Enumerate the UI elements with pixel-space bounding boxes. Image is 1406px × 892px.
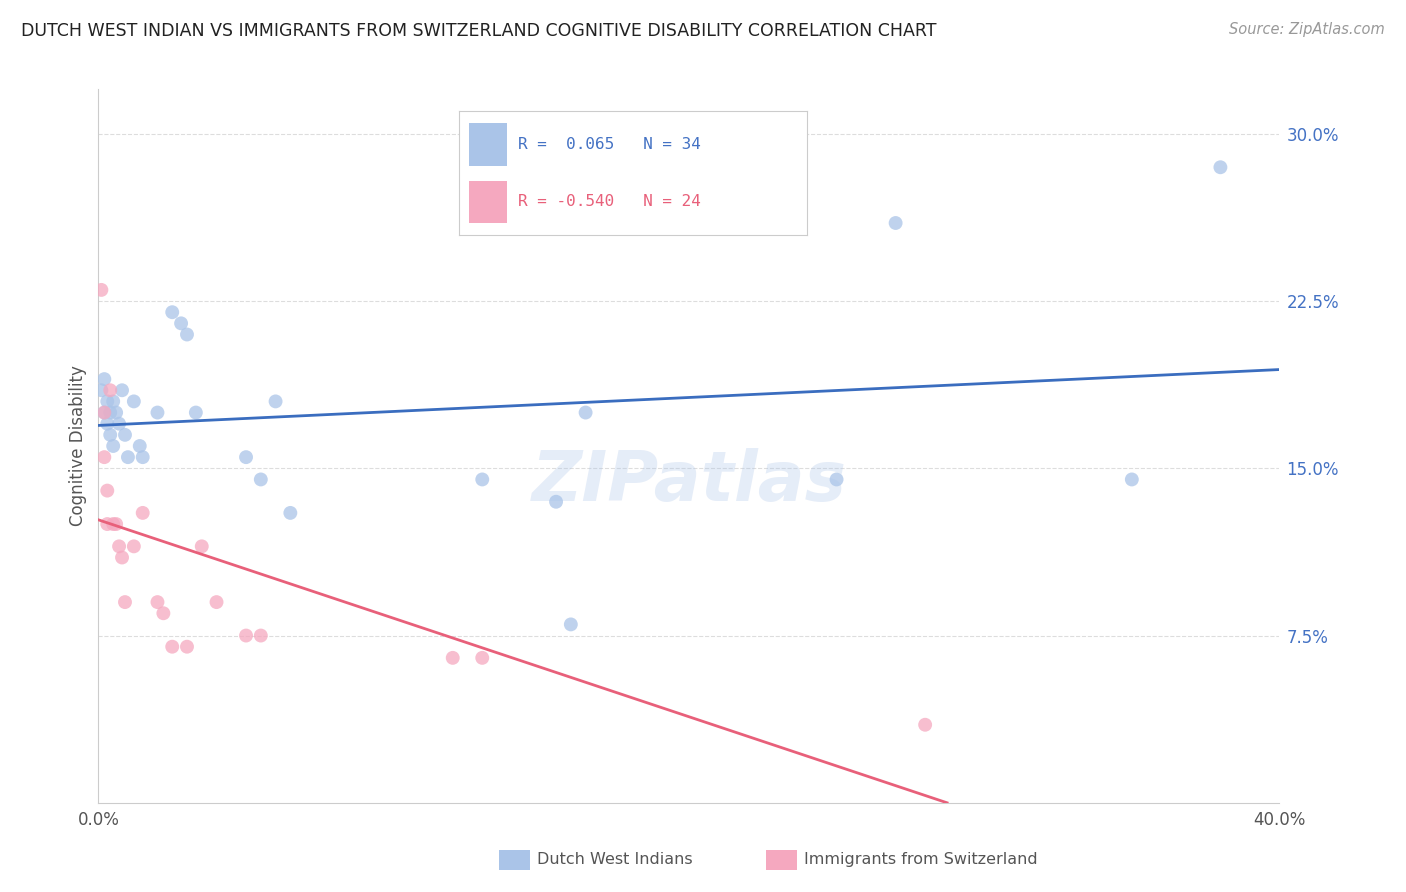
Point	[235, 450, 257, 465]
Point	[176, 640, 198, 654]
Point	[96, 394, 118, 409]
Bar	[470, 180, 508, 223]
Point	[93, 450, 115, 465]
Point	[162, 305, 183, 319]
Point	[546, 494, 568, 508]
Point	[574, 405, 596, 420]
Point	[146, 405, 169, 420]
Point	[205, 595, 228, 609]
Point	[103, 517, 125, 532]
Point	[250, 628, 273, 642]
Point	[132, 450, 155, 465]
Point	[1121, 473, 1143, 487]
Point	[111, 384, 134, 398]
Point	[90, 384, 112, 398]
Text: Source: ZipAtlas.com: Source: ZipAtlas.com	[1229, 22, 1385, 37]
Point	[441, 651, 464, 665]
Point	[114, 595, 136, 609]
Point	[170, 317, 193, 331]
Bar	[470, 123, 508, 166]
Text: R =  0.065   N = 34: R = 0.065 N = 34	[517, 136, 700, 152]
Point	[105, 517, 128, 532]
Text: Dutch West Indians: Dutch West Indians	[537, 853, 693, 867]
Point	[191, 539, 214, 553]
Point	[471, 651, 494, 665]
Point	[96, 483, 118, 498]
Point	[96, 417, 118, 431]
Point	[122, 394, 145, 409]
Text: DUTCH WEST INDIAN VS IMMIGRANTS FROM SWITZERLAND COGNITIVE DISABILITY CORRELATIO: DUTCH WEST INDIAN VS IMMIGRANTS FROM SWI…	[21, 22, 936, 40]
Point	[146, 595, 169, 609]
Point	[103, 439, 125, 453]
Point	[184, 405, 207, 420]
Point	[132, 506, 155, 520]
Text: R = -0.540   N = 24: R = -0.540 N = 24	[517, 194, 700, 210]
Point	[264, 394, 287, 409]
Point	[108, 539, 131, 553]
Point	[914, 717, 936, 731]
Point	[90, 283, 112, 297]
Point	[108, 417, 131, 431]
Point	[176, 327, 198, 342]
Y-axis label: Cognitive Disability: Cognitive Disability	[69, 366, 87, 526]
Point	[105, 405, 128, 420]
Point	[278, 506, 302, 520]
Point	[884, 216, 907, 230]
Point	[1209, 161, 1232, 175]
Point	[98, 427, 121, 442]
Point	[114, 427, 136, 442]
Point	[98, 405, 121, 420]
Point	[93, 405, 115, 420]
Point	[111, 550, 134, 565]
Point	[98, 384, 121, 398]
Point	[162, 640, 183, 654]
Point	[103, 394, 125, 409]
Point	[250, 473, 273, 487]
Point	[152, 607, 174, 621]
Point	[128, 439, 150, 453]
Point	[96, 517, 118, 532]
Text: Immigrants from Switzerland: Immigrants from Switzerland	[804, 853, 1038, 867]
Point	[560, 617, 582, 632]
Point	[825, 473, 848, 487]
Point	[122, 539, 145, 553]
Point	[235, 628, 257, 642]
Point	[471, 473, 494, 487]
Point	[117, 450, 139, 465]
Text: ZIPatlas: ZIPatlas	[531, 448, 846, 516]
Point	[93, 405, 115, 420]
Point	[93, 372, 115, 386]
